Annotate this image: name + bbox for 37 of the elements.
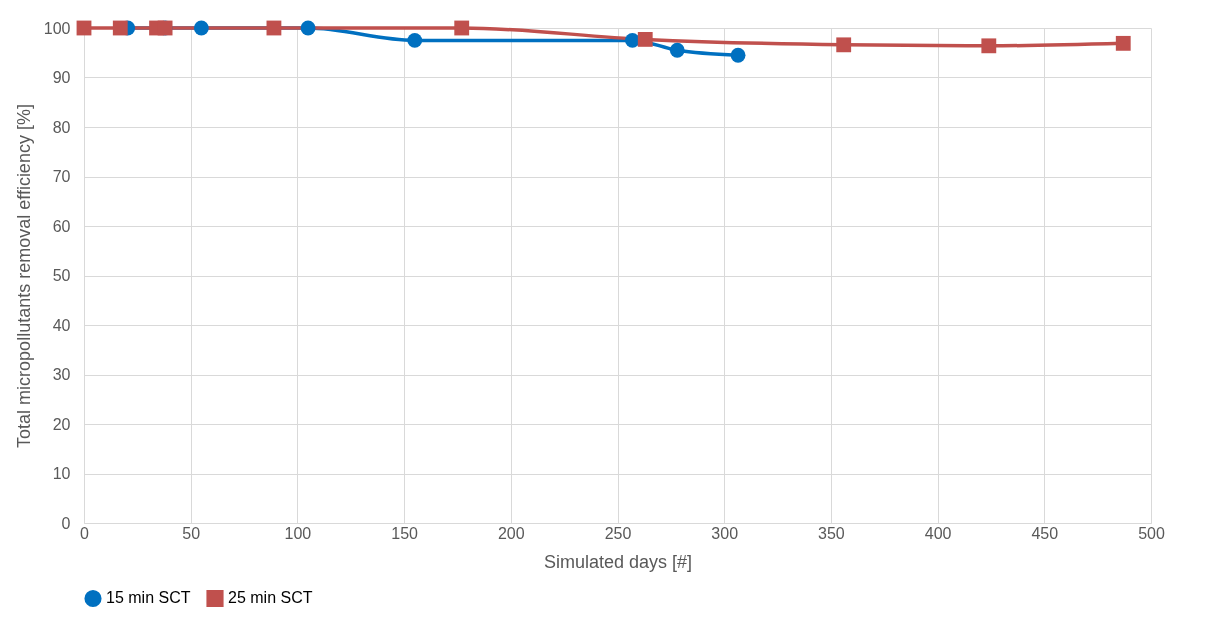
point [1115, 35, 1131, 51]
x-tick-label: 250 [604, 524, 632, 542]
point [112, 20, 128, 36]
y-tick-label: 40 [52, 316, 71, 334]
y-tick-label: 30 [52, 366, 71, 383]
point [981, 38, 997, 54]
point [730, 47, 746, 63]
x-tick-label: 300 [711, 524, 739, 542]
x-tick-label: 50 [182, 524, 201, 542]
legend-label: 15 min SCT [106, 589, 191, 607]
point [625, 32, 640, 48]
x-tick-label: 0 [80, 524, 90, 542]
y-axis-title: Total micropollutants removal efficiency [%] [13, 104, 34, 448]
x-tick-label: 500 [1138, 524, 1165, 542]
point [669, 42, 685, 58]
point [637, 31, 653, 47]
point [300, 20, 316, 36]
x-axis-title: Simulated days [#] [543, 551, 693, 572]
y-tick-label: 100 [43, 19, 71, 37]
y-tick-label: 60 [52, 217, 71, 235]
x-tick-label: 100 [284, 524, 312, 542]
point [836, 37, 852, 53]
legend-label: 25 min SCT [228, 589, 313, 607]
point [407, 32, 423, 48]
point [454, 20, 470, 36]
y-tick-label: 50 [52, 267, 71, 284]
y-tick-label: 10 [52, 465, 71, 482]
y-tick-label: 70 [52, 168, 71, 185]
x-tick-label: 150 [391, 524, 419, 542]
y-tick-label: 90 [52, 69, 71, 86]
x-tick-label: 450 [1031, 524, 1059, 542]
x-tick-label: 350 [818, 524, 845, 542]
x-tick-label: 200 [497, 524, 525, 542]
x-tick-label: 400 [924, 524, 952, 542]
point [193, 20, 209, 36]
y-tick-label: 20 [52, 415, 71, 433]
y-tick-label: 80 [52, 118, 71, 136]
